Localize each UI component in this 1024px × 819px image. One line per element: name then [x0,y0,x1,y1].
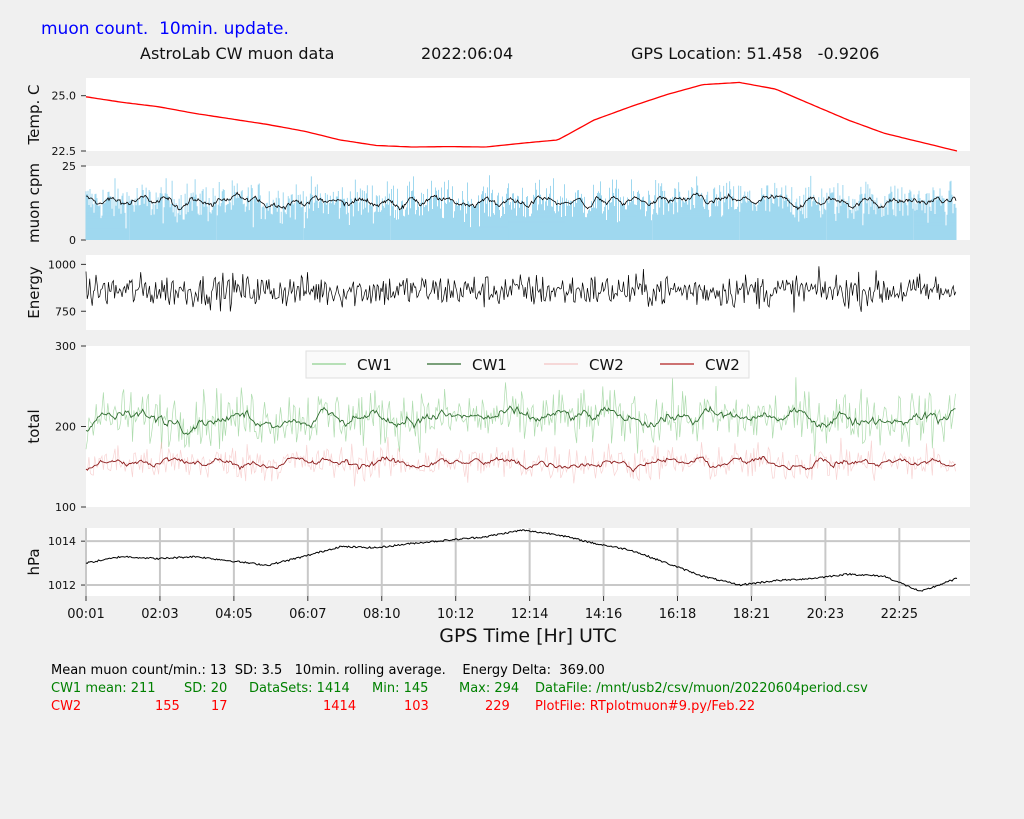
ytick-label-muon: 0 [69,234,76,247]
gps-location: GPS Location: 51.458 -0.9206 [631,44,880,63]
xtick-label: 22:25 [881,607,918,622]
ylabel-temperature: Temp. C [25,85,43,146]
cw1-average-line [85,405,956,435]
cw1-raw-line [85,377,956,457]
xtick-label: 00:01 [67,607,104,622]
ylabel-pressure: hPa [25,548,43,575]
panel-temperature: 25.0 22.5 Temp. C [25,78,970,158]
xtick-label: 06:07 [289,607,326,622]
stats-cw2-min: 103 [404,699,429,714]
stats-cw2-sd: 17 [211,699,228,714]
xtick-label: 16:18 [659,607,696,622]
xtick-label: 10:12 [437,607,474,622]
x-axis: 00:01 02:03 04:05 06:07 08:10 10:12 12:14 14:16… [67,596,918,647]
ytick-label-total: 300 [55,340,76,353]
pressure-line [85,529,958,592]
stats-cw2-plotfile: PlotFile: RTplotmuon#9.py/Feb.22 [535,699,756,714]
stats-summary-line: Mean muon count/min.: 13 SD: 3.5 10min. … [51,663,605,678]
xtick-label: 02:03 [141,607,178,622]
xtick-label: 20:23 [807,607,844,622]
xtick-label: 14:16 [585,607,622,622]
ytick-label-temperature: 25.0 [52,90,77,103]
muon-rolling-average [85,191,957,211]
xtick-label: 18:21 [733,607,770,622]
plot-area-temperature [86,78,970,151]
cw2-average-line [85,456,956,473]
temperature-line [85,81,958,152]
legend-label: CW2 [589,356,624,374]
ytick-label-pressure: 1014 [48,535,76,548]
ytick-label-energy: 750 [55,305,76,318]
legend-label: CW1 [472,356,507,374]
ylabel-muon: muon cpm [25,163,43,243]
stats-cw1-max: Max: 294 [459,681,520,696]
legend-label: CW2 [705,356,740,374]
xtick-label: 08:10 [363,607,400,622]
ytick-label-energy: 1000 [48,258,76,271]
legend-label: CW1 [357,356,392,374]
cw2-raw-line [85,436,956,487]
ytick-label-total: 100 [55,501,76,514]
ylabel-energy: Energy [25,266,43,319]
stats-cw2-label: CW2 [51,699,82,714]
ylabel-total: total [25,409,43,443]
figure-canvas: 25.0 22.5 Temp. C 25 0 muon cpm 1000 750 Energy 3… [25,78,970,647]
ytick-label-pressure: 1012 [48,579,76,592]
energy-line [85,266,957,313]
plot-area-muon [86,166,970,240]
stats-cw2-datasets: 1414 [323,699,357,714]
stats-cw1-datafile: DataFile: /mnt/usb2/csv/muon/20220604per… [535,681,868,696]
stats-cw1-min: Min: 145 [372,681,429,696]
stats-cw1-line: CW1 mean: 211 SD: 20 DataSets: 1414 Min:… [51,681,868,786]
stats-cw1-mean: CW1 mean: 211 [51,681,156,696]
stats-cw1-datasets: DataSets: 1414 [249,681,350,696]
total-legend: CW1 CW1 CW2 CW2 [305,350,750,379]
stats-cw1-sd: SD: 20 [184,681,228,696]
ytick-label-total: 200 [55,421,76,434]
panel-energy: 1000 750 Energy [25,255,970,330]
ytick-label-muon: 25 [62,160,76,173]
stats-cw2-max: 229 [485,699,510,714]
ytick-label-temperature: 22.5 [52,145,77,158]
plot-area-energy [86,255,970,330]
station-title: AstroLab CW muon data [140,44,335,63]
xtick-label: 12:14 [511,607,548,622]
muon-bars [85,175,957,240]
stats-cw2-line: CW2 155 17 1414 103 229 PlotFile: RTplot… [51,699,755,819]
pressure-grid [85,528,970,596]
stats-cw2-mean: 155 [155,699,180,714]
xaxis-label: GPS Time [Hr] UTC [439,625,616,647]
chart-title: muon count. 10min. update. [41,19,289,39]
date-title: 2022:06:04 [421,44,514,63]
xtick-label: 04:05 [215,607,252,622]
